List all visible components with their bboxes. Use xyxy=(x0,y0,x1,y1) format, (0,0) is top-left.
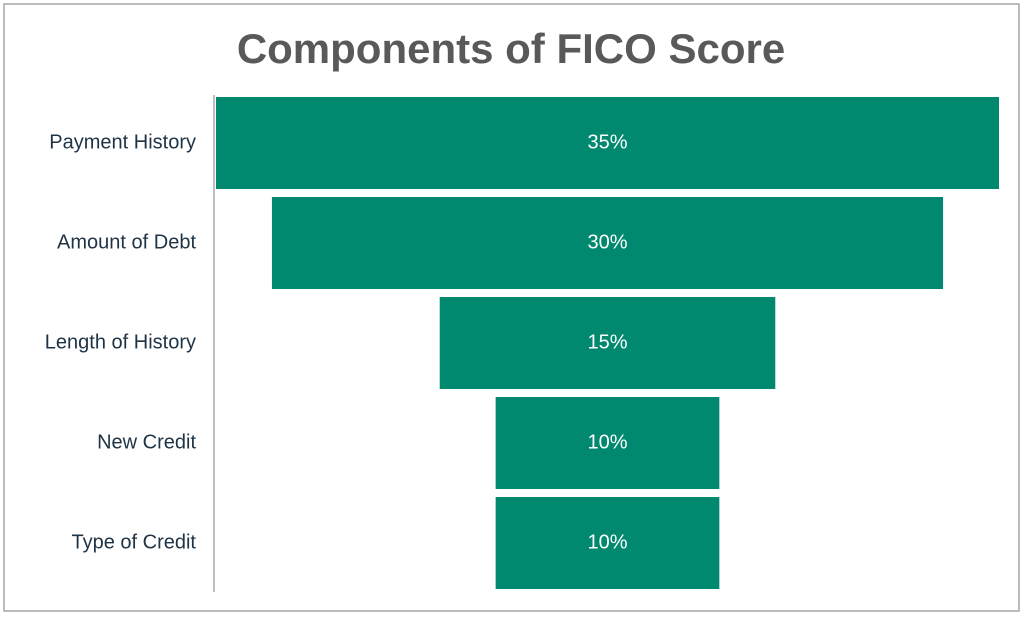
funnel-bar xyxy=(216,97,999,189)
category-label: Type of Credit xyxy=(71,531,196,553)
category-label: Payment History xyxy=(49,131,196,153)
funnel-bar xyxy=(439,297,776,389)
value-label: 15% xyxy=(587,331,627,353)
value-label: 10% xyxy=(587,431,627,453)
value-label: 35% xyxy=(587,131,627,153)
category-label: New Credit xyxy=(97,431,196,453)
funnel-bar xyxy=(271,197,944,289)
category-label: Amount of Debt xyxy=(57,231,196,253)
funnel-bar xyxy=(495,497,720,589)
value-label: 30% xyxy=(587,231,627,253)
funnel-bar xyxy=(495,397,720,489)
category-label: Length of History xyxy=(45,331,196,353)
chart-title: Components of FICO Score xyxy=(237,25,785,72)
value-label: 10% xyxy=(587,531,627,553)
